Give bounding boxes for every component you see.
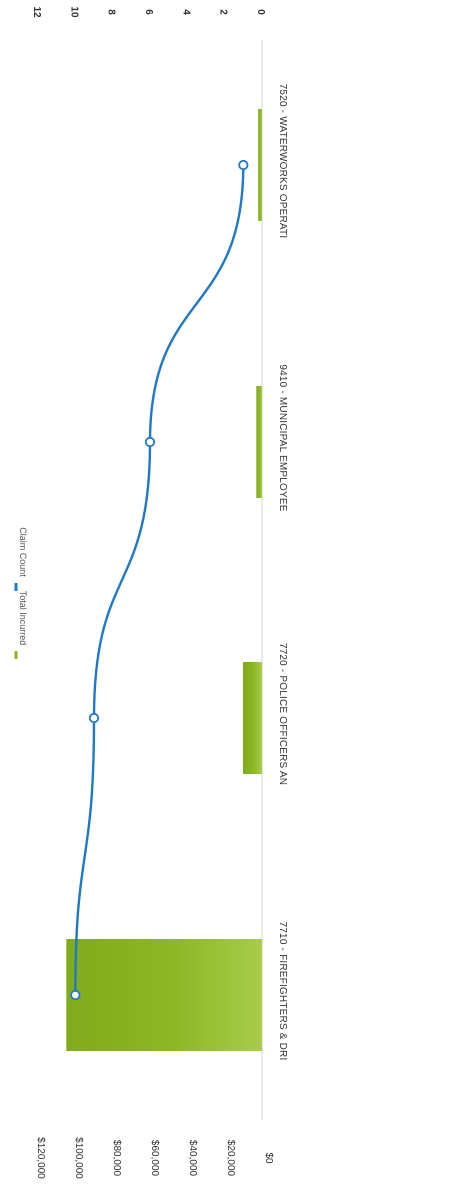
bar-total-incurred — [258, 109, 262, 221]
category-label: 7720 - POLICE OFFICERS AN — [277, 643, 288, 785]
secondary-tick-label: 6 — [143, 9, 154, 15]
primary-tick-label: $40,000 — [187, 1140, 198, 1177]
secondary-tick-label: 0 — [255, 9, 266, 15]
claim-count-point — [70, 989, 81, 1001]
secondary-tick-label: 10 — [68, 6, 79, 18]
category-label: 9410 - MUNICIPAL EMPLOYEE — [277, 364, 288, 511]
legend-label-total-incurred: Total Incurred — [18, 591, 28, 646]
secondary-tick-label: 8 — [106, 9, 117, 15]
bar-series — [66, 109, 262, 1051]
secondary-tick-label: 4 — [180, 9, 191, 15]
primary-tick-label: $120,000 — [35, 1137, 46, 1179]
primary-tick-label: $60,000 — [149, 1140, 160, 1177]
claim-count-point — [144, 436, 156, 448]
legend-label-claim-count: Claim Count — [18, 527, 28, 577]
secondary-axis: 12 10 8 6 4 2 0 — [31, 6, 266, 18]
category-label: 7710 - FIREFIGHTERS & DRI — [277, 922, 288, 1061]
claim-count-point — [88, 712, 100, 724]
bar-total-incurred — [243, 662, 262, 774]
secondary-tick-label: 12 — [31, 6, 42, 18]
primary-tick-label: $80,000 — [111, 1140, 122, 1177]
bar-total-incurred — [66, 939, 262, 1051]
chart-legend: Total Incurred Claim Count — [14, 527, 28, 659]
category-label: 7520 - WATERWORKS OPERATI — [277, 84, 288, 239]
secondary-tick-label: 2 — [218, 9, 229, 15]
primary-tick-label: $100,000 — [73, 1137, 84, 1179]
primary-tick-label: $20,000 — [225, 1140, 236, 1177]
line-series — [70, 159, 249, 1001]
claim-count-point — [238, 159, 249, 171]
bar-total-incurred — [256, 386, 262, 498]
claim-count-line — [74, 164, 245, 996]
primary-tick-label: $0 — [263, 1152, 274, 1164]
category-labels: 7520 - WATERWORKS OPERATI 9410 - MUNICIPA… — [277, 84, 288, 1061]
